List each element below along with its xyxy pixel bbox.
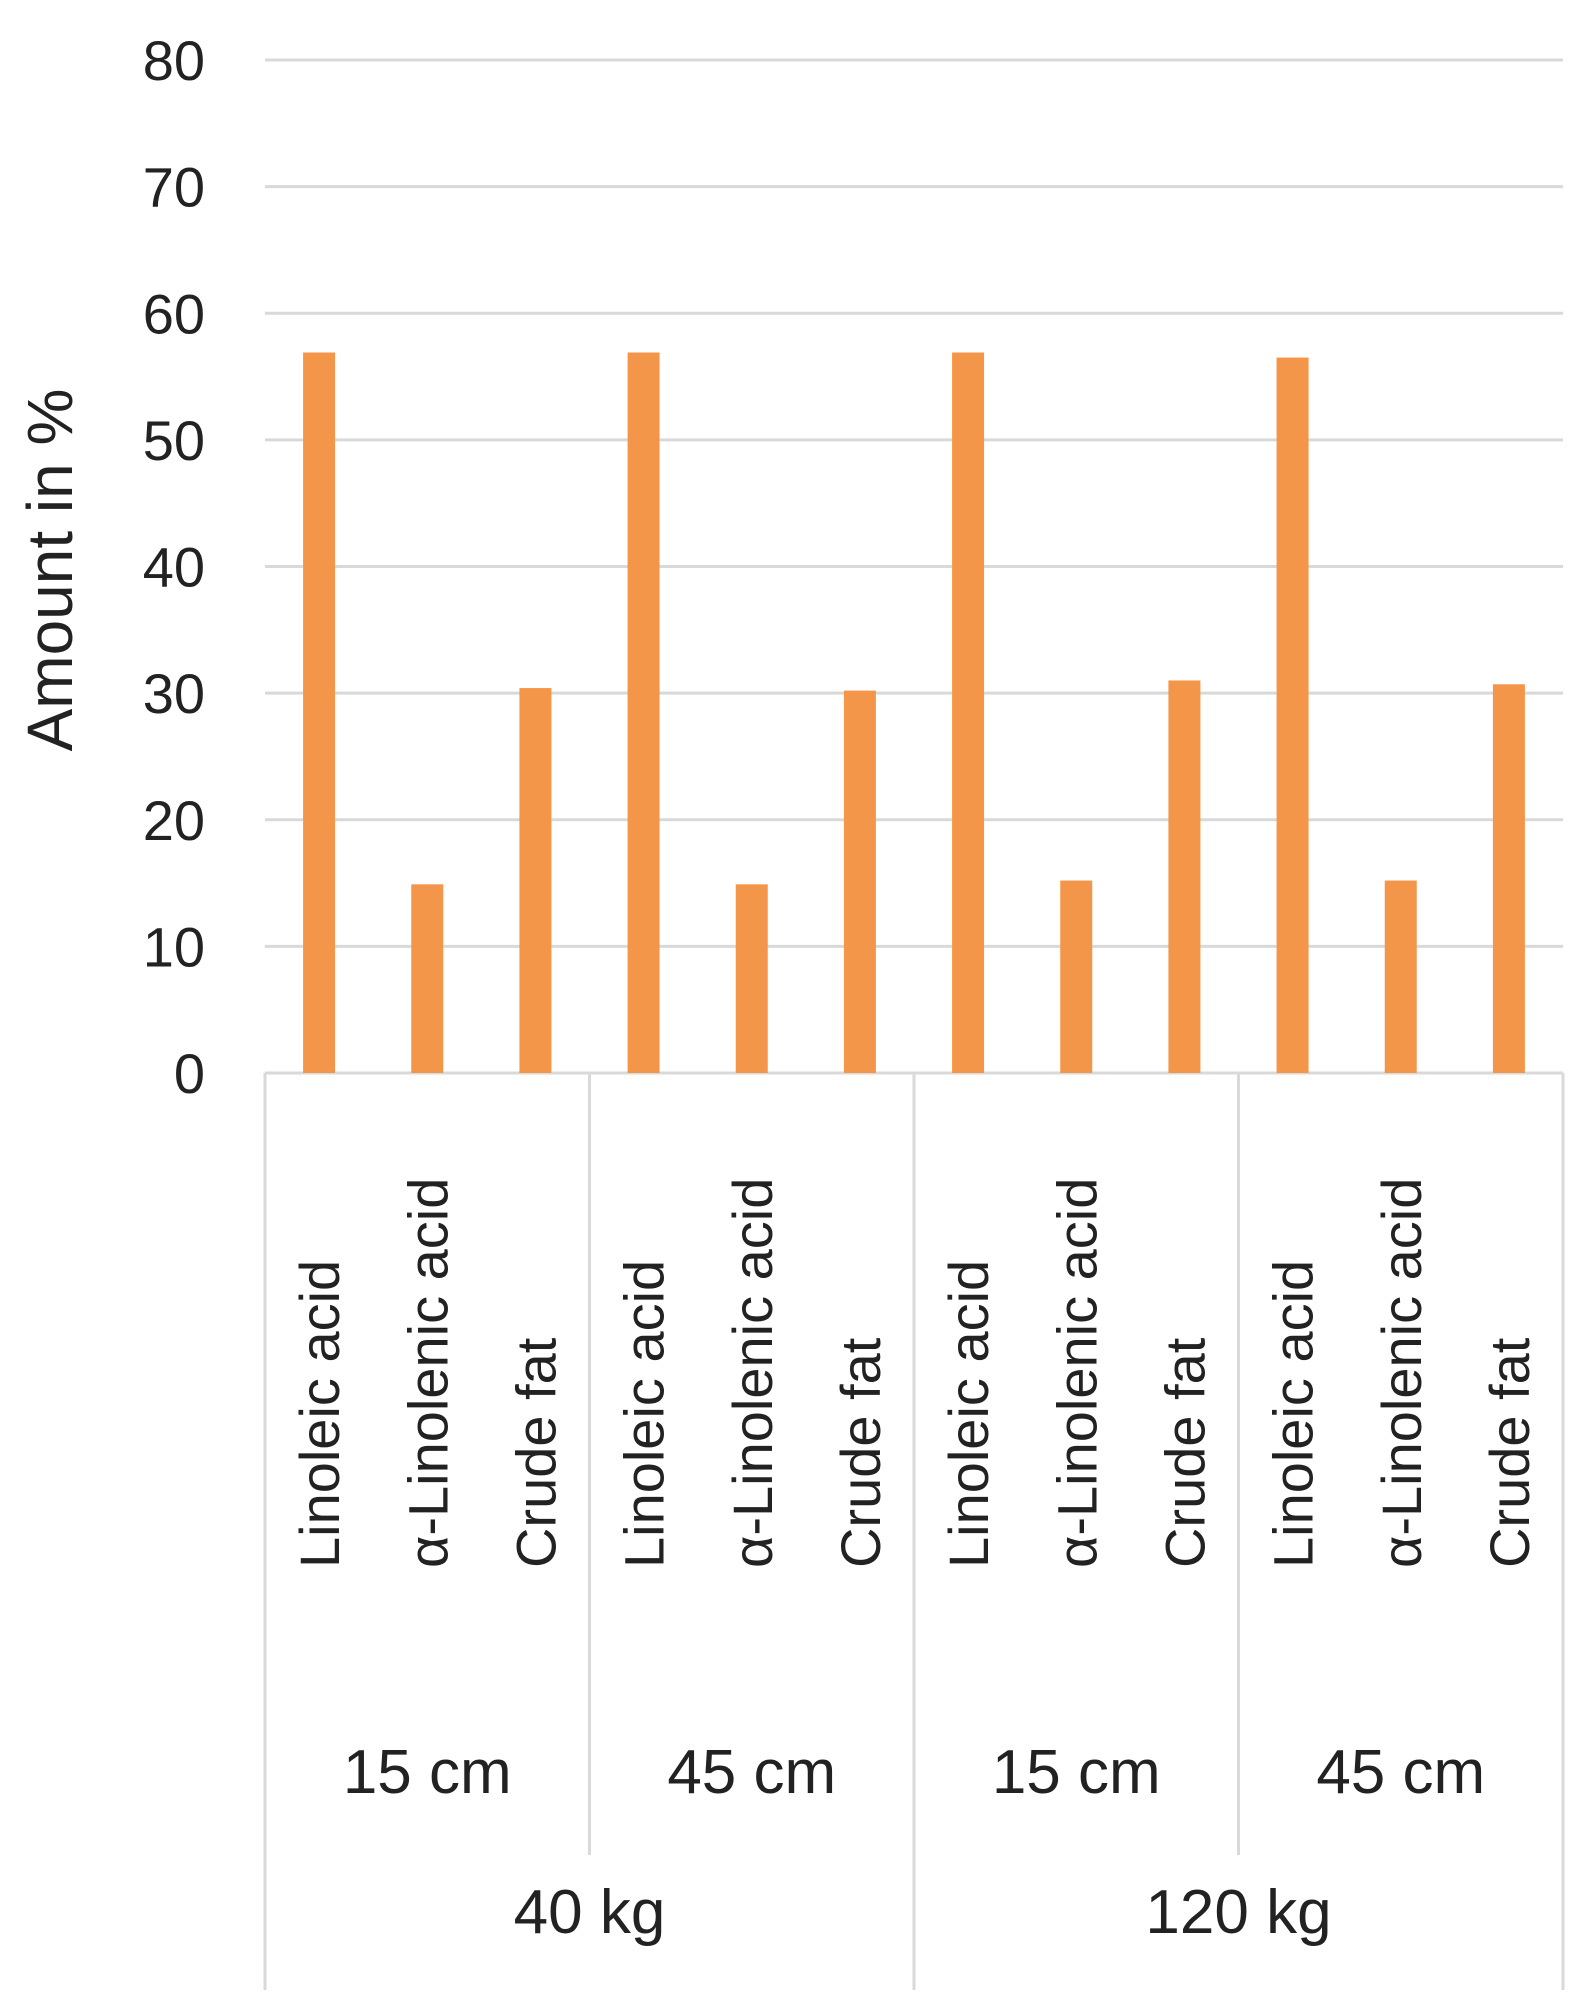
gridlines <box>265 58 1563 1075</box>
bar <box>411 884 444 1073</box>
y-tick-label: 50 <box>143 409 205 472</box>
category-label: Crude fat <box>829 1337 892 1568</box>
bar <box>735 884 768 1073</box>
bar <box>627 352 660 1073</box>
y-axis-title: Amount in % <box>14 389 86 752</box>
y-tick-label: 60 <box>143 282 205 345</box>
category-label: Linoleic acid <box>288 1260 351 1568</box>
category-label: α-Linolenic acid <box>1045 1178 1108 1568</box>
bar <box>519 688 552 1073</box>
depth-group-label: 15 cm <box>343 1738 512 1807</box>
category-labels: Linoleic acid α-Linolenic acid Crude fat Li… <box>288 1178 1541 1568</box>
y-tick-label: 40 <box>143 536 205 599</box>
bar <box>952 352 985 1073</box>
bar <box>1168 680 1201 1073</box>
category-label: α-Linolenic acid <box>721 1178 784 1568</box>
y-tick-label: 0 <box>174 1042 205 1105</box>
depth-group-label: 45 cm <box>1316 1738 1485 1807</box>
category-axis <box>263 1073 1565 1990</box>
bar <box>1384 880 1417 1073</box>
bar <box>1492 684 1525 1073</box>
category-label: α-Linolenic acid <box>1370 1178 1433 1568</box>
category-label: Crude fat <box>1478 1337 1541 1568</box>
mass-group-labels: 40 kg 120 kg <box>514 1878 1332 1947</box>
bar <box>303 352 336 1073</box>
mass-group-label: 120 kg <box>1145 1878 1331 1947</box>
category-label: Crude fat <box>504 1337 567 1568</box>
y-tick-label: 10 <box>143 915 205 978</box>
category-label: α-Linolenic acid <box>396 1178 459 1568</box>
bar <box>843 690 876 1073</box>
category-label: Linoleic acid <box>937 1260 1000 1568</box>
category-label: Linoleic acid <box>1262 1260 1325 1568</box>
depth-group-labels: 15 cm 45 cm 15 cm 45 cm <box>343 1738 1485 1807</box>
bar <box>1060 880 1093 1073</box>
depth-group-label: 15 cm <box>992 1738 1161 1807</box>
y-tick-labels: 0 10 20 30 40 50 60 70 80 <box>143 29 205 1105</box>
y-tick-label: 70 <box>143 156 205 219</box>
y-tick-label: 20 <box>143 789 205 852</box>
category-label: Crude fat <box>1153 1337 1216 1568</box>
bar <box>1276 357 1309 1074</box>
y-tick-label: 30 <box>143 662 205 725</box>
category-label: Linoleic acid <box>613 1260 676 1568</box>
y-tick-label: 80 <box>143 29 205 92</box>
depth-group-label: 45 cm <box>667 1738 836 1807</box>
mass-group-label: 40 kg <box>514 1878 666 1947</box>
bars <box>303 352 1525 1074</box>
